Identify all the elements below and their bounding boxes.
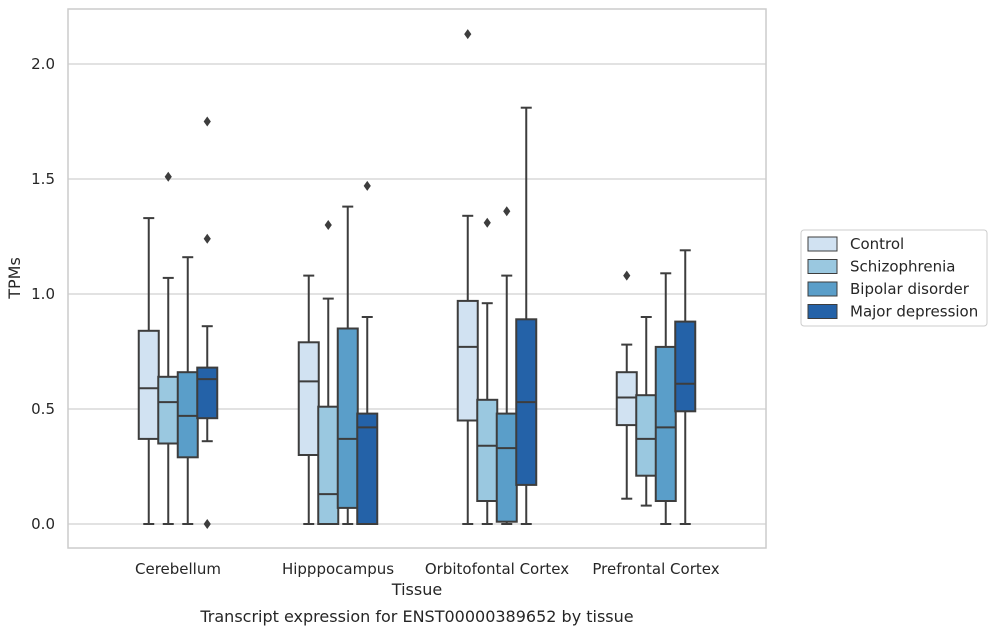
box-body [456,299,479,422]
outlier-point [203,233,211,244]
y-axis-label: TPMs [5,257,24,300]
box-body [615,371,638,427]
box-body [176,371,199,459]
y-tick-labels: 0.0 0.5 1.0 1.5 2.0 [31,55,55,533]
box-3-2 [654,272,677,525]
outlier-point [324,220,332,230]
outlier-point [203,519,211,529]
y-tick-label: 2.0 [31,55,55,73]
box-body [476,398,499,502]
box-body [654,345,677,502]
legend-swatch [807,281,838,297]
x-axis-label: Tissue [391,580,442,599]
box-2-0 [456,29,479,525]
box-body [157,375,180,445]
x-tick-label: Prefrontal Cortex [592,560,719,578]
boxes [137,29,697,529]
box-1-0 [297,274,320,525]
legend-label: Schizophrenia [850,258,955,276]
outlier-point [483,217,491,228]
box-3-3 [674,249,697,525]
box-body [495,412,518,523]
box-3-0 [615,270,638,500]
box-body [317,405,340,526]
box-body [356,412,379,526]
outlier-point [623,270,631,281]
legend-label: Control [850,235,904,253]
y-tick-label: 0.5 [31,400,55,418]
legend: Control Schizophrenia Bipolar disorder Majo… [800,229,988,327]
legend-swatch [807,259,838,274]
box-body [196,366,219,420]
box-0-3 [196,116,219,529]
y-tick-label: 1.0 [31,285,55,303]
x-tick-label: Hipppocampus [282,560,394,578]
legend-label: Major depression [850,303,978,321]
legend-label: Bipolar disorder [850,280,970,298]
legend-frame [800,229,988,327]
y-tick-label: 1.5 [31,170,55,188]
x-tick-labels: Cerebellum Hipppocampus Orbitofontal Corte… [135,560,720,578]
box-1-3 [356,180,379,526]
box-body [635,394,658,477]
box-body [336,327,359,509]
legend-swatch [807,304,838,319]
box-body [297,341,320,456]
outlier-point [164,171,172,182]
box-2-1 [476,217,499,525]
outlier-point [203,116,211,127]
legend-swatch [807,236,838,252]
box-2-3 [515,106,538,525]
outlier-point [363,180,371,191]
box-body [137,329,160,440]
y-tick-label: 0.0 [31,515,55,533]
box-0-2 [176,256,199,525]
outlier-point [464,29,472,40]
plot-frame [67,8,767,549]
x-tick-label: Orbitofontal Cortex [425,560,569,578]
box-0-0 [137,217,160,525]
outlier-point [503,206,511,217]
box-body [674,320,697,413]
box-3-1 [635,316,658,507]
figure-caption: Transcript expression for ENST0000038965… [199,607,633,626]
x-tick-label: Cerebellum [135,560,221,578]
